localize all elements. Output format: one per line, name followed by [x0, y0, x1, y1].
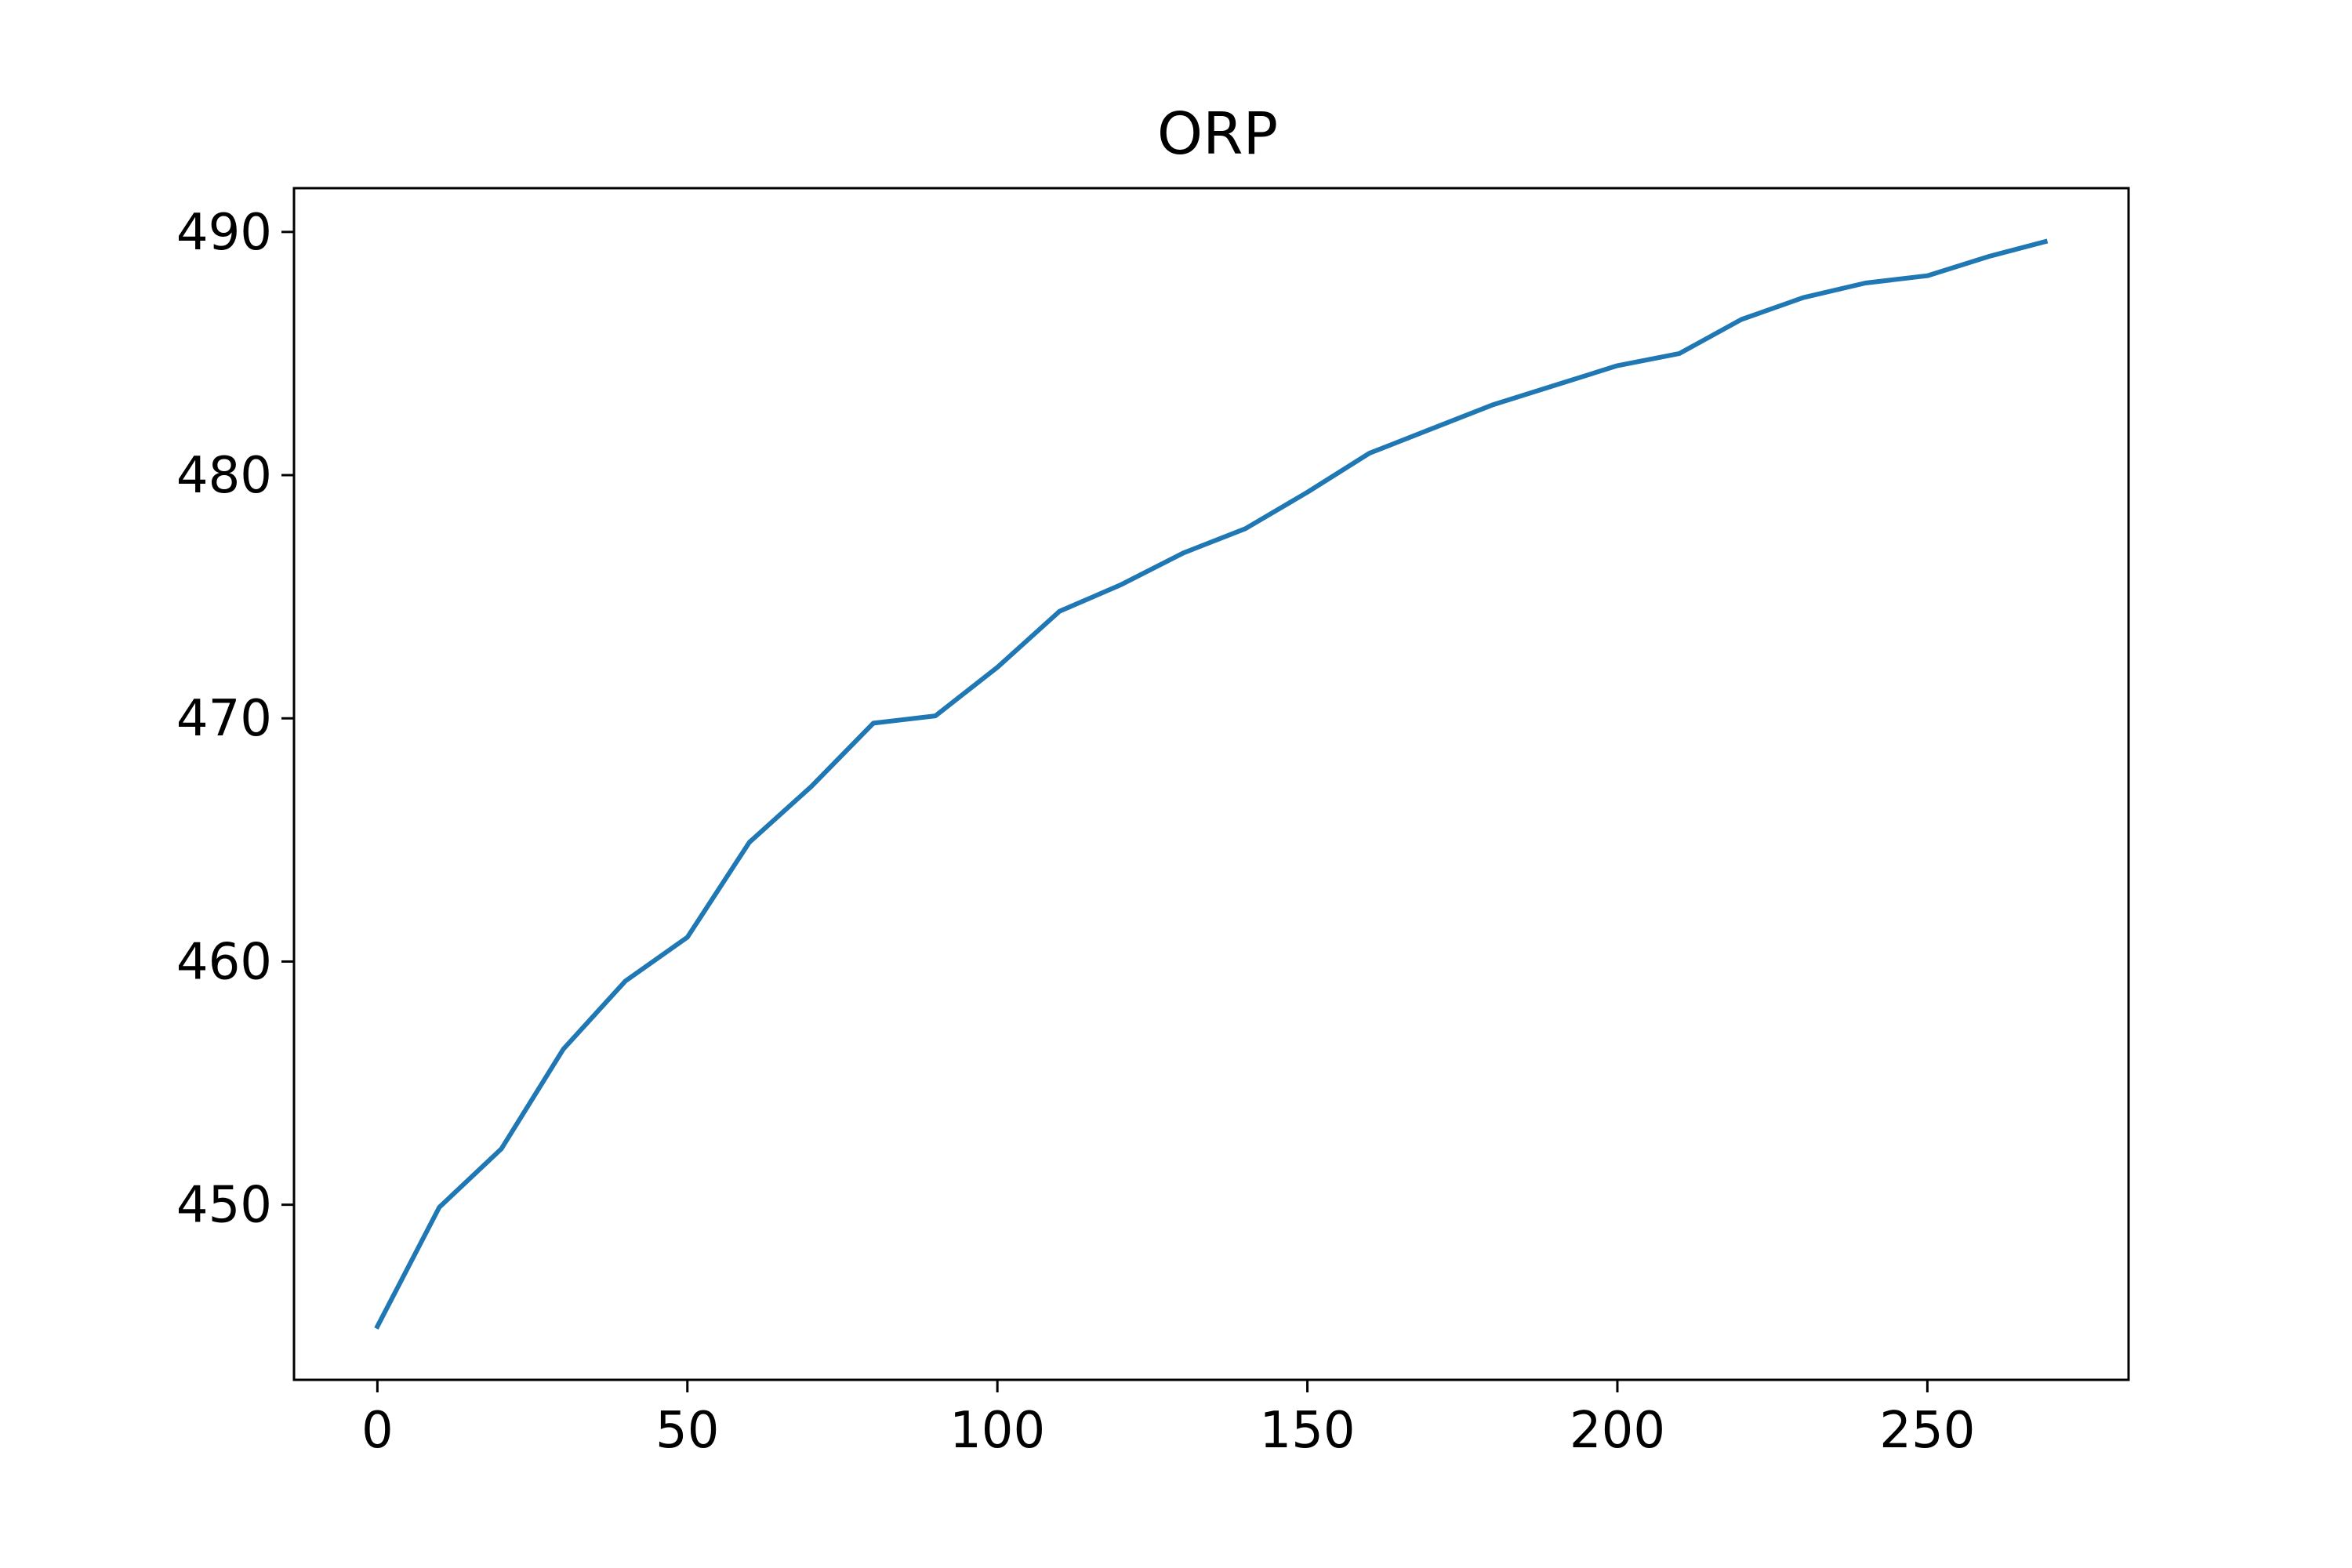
x-tick-label: 200 [1570, 1402, 1665, 1460]
x-tick-label: 250 [1879, 1402, 1975, 1460]
y-tick-label: 450 [176, 1177, 272, 1235]
chart-title: ORP [1157, 100, 1278, 168]
series-line [374, 238, 2049, 1330]
plot-area-frame [292, 187, 2130, 1381]
x-tick-label: 150 [1259, 1402, 1355, 1460]
x-tick-label: 100 [949, 1402, 1045, 1460]
y-tick-label: 480 [176, 447, 272, 505]
x-axis: 0 50 100 150 200 250 [361, 1380, 1975, 1460]
x-tick-label: 50 [655, 1402, 719, 1460]
y-tick-label: 460 [176, 933, 272, 991]
x-tick-label: 0 [361, 1402, 394, 1460]
y-tick-label: 470 [176, 690, 272, 748]
plot-series [374, 238, 2049, 1330]
y-axis: 450 460 470 480 490 [176, 204, 294, 1235]
y-tick-label: 490 [176, 204, 272, 262]
